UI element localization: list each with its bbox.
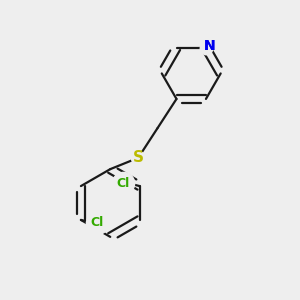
Text: N: N	[204, 40, 215, 53]
Text: S: S	[133, 150, 144, 165]
Text: Cl: Cl	[91, 216, 104, 230]
Text: Cl: Cl	[117, 177, 130, 190]
Text: N: N	[204, 40, 215, 53]
